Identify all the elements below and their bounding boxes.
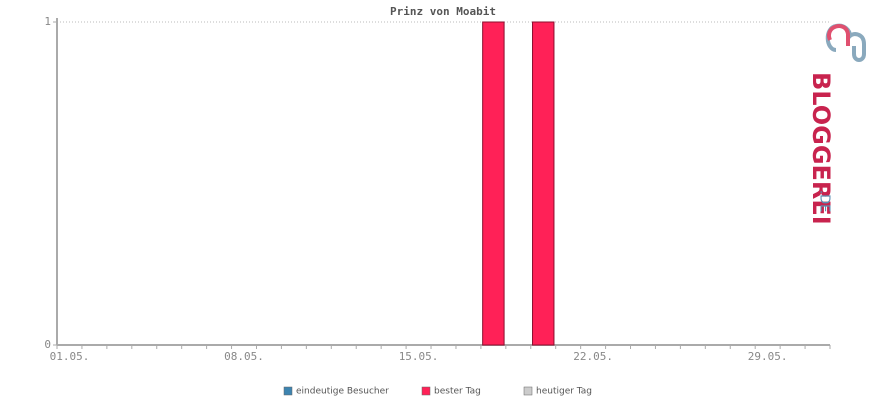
- chart-title: Prinz von Moabit: [390, 5, 496, 18]
- y-tick-label: 0: [44, 338, 51, 351]
- x-tick-label: 29.05.: [748, 350, 788, 363]
- bar: [482, 21, 505, 346]
- legend-label: heutiger Tag: [536, 387, 592, 397]
- x-tick-label: 01.05.: [50, 350, 90, 363]
- logo-icon: [827, 24, 850, 46]
- logo: BLOGGEREI .DE: [807, 23, 866, 225]
- x-tick-label: 15.05.: [399, 350, 439, 363]
- legend-label: bester Tag: [434, 387, 481, 397]
- legend-swatch: [283, 386, 293, 396]
- x-tick-label: 08.05.: [224, 350, 264, 363]
- bar: [532, 21, 555, 346]
- logo-text: BLOGGEREI: [807, 72, 835, 225]
- legend-label: eindeutige Besucher: [296, 387, 389, 397]
- legend-swatch: [421, 386, 431, 396]
- x-tick-label: 22.05.: [573, 350, 613, 363]
- y-tick-label: 1: [44, 15, 51, 28]
- legend-swatch: [523, 386, 533, 396]
- logo-suffix: .DE: [817, 190, 832, 212]
